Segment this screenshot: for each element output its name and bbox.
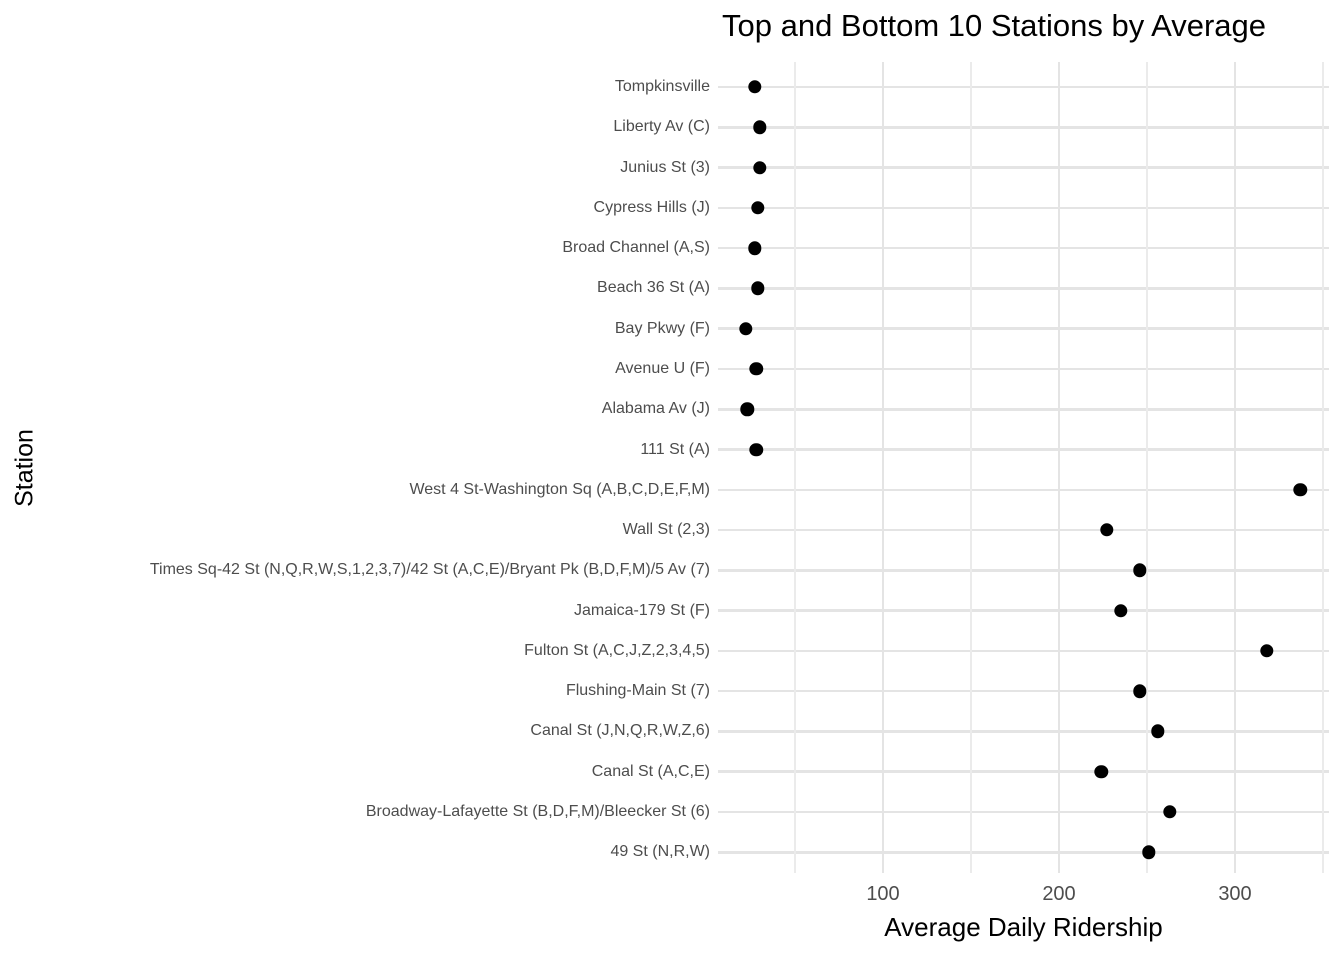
horizontal-gridline [718,85,1329,89]
horizontal-gridline [718,407,1329,411]
y-tick-station-label: Jamaica-179 St (F) [573,601,710,619]
data-point-dot [753,160,767,175]
chart-title: Top and Bottom 10 Stations by Average [722,8,1267,43]
data-point-dot [749,362,763,376]
horizontal-gridline [718,327,1329,330]
vertical-gridline-minor [794,62,796,873]
horizontal-gridline [718,125,1329,129]
data-point-dot [1259,644,1274,658]
y-tick-station-label: 111 St (A) [640,440,710,458]
y-tick-station-label: Fulton St (A,C,J,Z,2,3,4,5) [524,641,710,659]
horizontal-gridline [718,649,1329,653]
x-tick-label: 300 [1218,883,1252,905]
vertical-gridline-major [881,62,885,873]
y-tick-station-label: Cypress Hills (J) [593,198,710,216]
y-tick-station-label: Broadway-Lafayette St (B,D,F,M)/Bleecker… [365,803,710,821]
data-point-dot [1133,563,1147,578]
horizontal-gridline [718,730,1329,733]
y-tick-station-label: West 4 St-Washington Sq (A,B,C,D,E,F,M) [409,480,710,498]
x-tick-label: 200 [1042,883,1076,905]
vertical-gridline-minor [1146,62,1148,873]
y-tick-station-label: Canal St (A,C,E) [591,762,710,780]
y-tick-station-label: Avenue U (F) [615,359,710,377]
data-point-dot [1094,765,1108,779]
vertical-gridline-major [1233,62,1237,873]
horizontal-gridline [718,287,1329,290]
y-tick-station-label: Canal St (J,N,Q,R,W,Z,6) [530,722,710,740]
horizontal-gridline [718,206,1329,210]
data-point-dot [1142,845,1156,860]
x-tick-label: 100 [866,883,900,905]
y-tick-station-label: Beach 36 St (A) [597,279,710,297]
horizontal-gridline [718,689,1329,693]
data-point-dot [1113,603,1128,618]
horizontal-gridline [718,851,1329,854]
data-point-dot [753,120,767,134]
data-point-dot [1133,684,1147,698]
data-point-dot [1293,483,1307,497]
data-point-dot [1150,724,1165,739]
y-tick-station-label: 49 St (N,R,W) [610,843,710,861]
y-tick-station-label: Wall St (2,3) [622,521,710,539]
y-tick-station-label: Alabama Av (J) [601,400,710,418]
y-tick-station-label: Bay Pkwy (F) [614,319,710,337]
y-tick-station-label: Times Sq-42 St (N,Q,R,W,S,1,2,3,7)/42 St… [149,561,710,579]
vertical-gridline-minor [1322,62,1324,873]
horizontal-gridline [718,367,1329,371]
y-tick-station-label: Broad Channel (A,S) [562,239,710,257]
horizontal-gridline [718,166,1329,169]
x-axis-title: Average Daily Ridership [884,912,1163,942]
data-point-dot [747,241,762,255]
horizontal-gridline [718,609,1329,612]
y-tick-station-label: Junius St (3) [620,158,710,176]
y-tick-station-label: Tompkinsville [614,77,710,95]
horizontal-gridline [718,528,1329,532]
data-point-dot [747,80,762,94]
horizontal-gridline [718,488,1329,492]
y-tick-station-label: Flushing-Main St (7) [565,682,710,700]
horizontal-gridline [718,810,1329,814]
data-point-dot [751,281,765,296]
horizontal-gridline [718,246,1329,250]
data-point-dot [751,201,765,215]
data-point-dot [739,321,753,336]
y-tick-station-label: Liberty Av (C) [613,118,710,136]
vertical-gridline-minor [970,62,972,873]
horizontal-gridline [718,569,1329,572]
horizontal-gridline [718,770,1329,774]
vertical-gridline-major [1057,62,1061,873]
data-point-dot [740,402,755,416]
data-point-dot [1099,523,1114,537]
data-point-dot [1163,805,1177,819]
horizontal-gridline [718,448,1329,451]
data-point-dot [749,442,763,457]
